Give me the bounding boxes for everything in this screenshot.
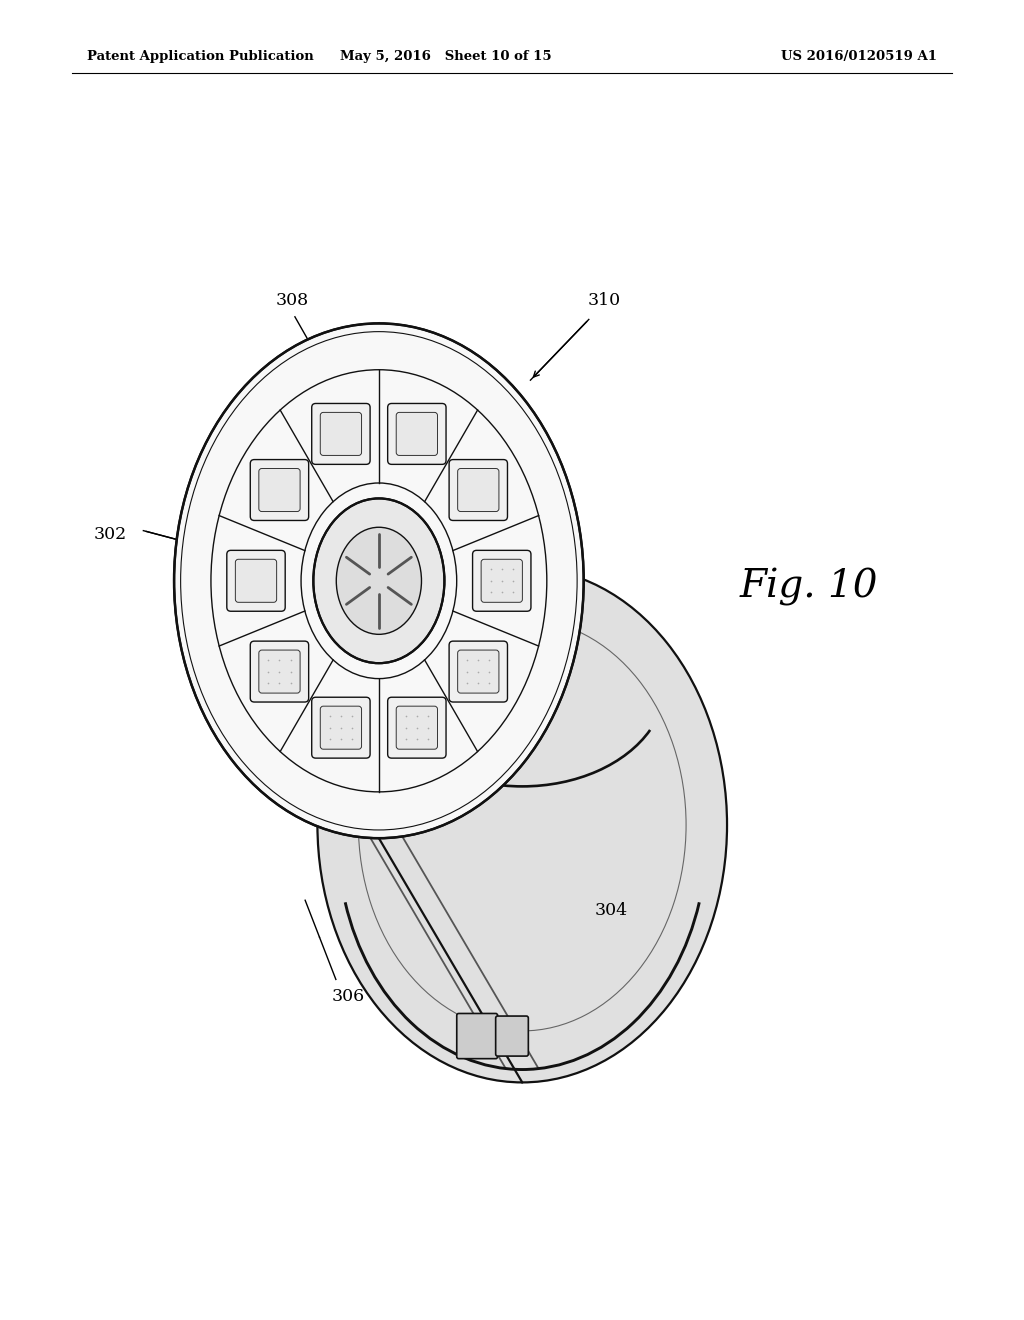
Polygon shape bbox=[174, 323, 727, 825]
FancyBboxPatch shape bbox=[458, 649, 499, 693]
FancyBboxPatch shape bbox=[458, 469, 499, 512]
FancyBboxPatch shape bbox=[259, 469, 300, 512]
FancyBboxPatch shape bbox=[311, 404, 370, 465]
FancyBboxPatch shape bbox=[457, 1014, 498, 1059]
Text: US 2016/0120519 A1: US 2016/0120519 A1 bbox=[781, 50, 937, 63]
FancyBboxPatch shape bbox=[250, 459, 308, 520]
Text: 304: 304 bbox=[595, 903, 628, 919]
FancyBboxPatch shape bbox=[259, 649, 300, 693]
FancyBboxPatch shape bbox=[496, 1016, 528, 1056]
FancyBboxPatch shape bbox=[388, 404, 446, 465]
Polygon shape bbox=[174, 581, 727, 1082]
FancyBboxPatch shape bbox=[236, 560, 276, 602]
FancyBboxPatch shape bbox=[481, 560, 522, 602]
FancyBboxPatch shape bbox=[450, 642, 508, 702]
Text: 306: 306 bbox=[332, 989, 365, 1005]
Text: Patent Application Publication: Patent Application Publication bbox=[87, 50, 313, 63]
Text: 310: 310 bbox=[588, 293, 621, 309]
FancyBboxPatch shape bbox=[226, 550, 286, 611]
FancyBboxPatch shape bbox=[250, 642, 308, 702]
Text: Fig. 10: Fig. 10 bbox=[739, 569, 879, 606]
Polygon shape bbox=[317, 568, 727, 1082]
Text: May 5, 2016   Sheet 10 of 15: May 5, 2016 Sheet 10 of 15 bbox=[340, 50, 551, 63]
FancyBboxPatch shape bbox=[396, 412, 437, 455]
Text: 302: 302 bbox=[94, 527, 127, 543]
FancyBboxPatch shape bbox=[396, 706, 437, 750]
FancyBboxPatch shape bbox=[450, 459, 508, 520]
FancyBboxPatch shape bbox=[388, 697, 446, 758]
FancyBboxPatch shape bbox=[321, 706, 361, 750]
Polygon shape bbox=[174, 323, 584, 838]
Ellipse shape bbox=[336, 527, 422, 635]
Ellipse shape bbox=[313, 499, 444, 663]
FancyBboxPatch shape bbox=[311, 697, 370, 758]
Text: 308: 308 bbox=[275, 293, 308, 309]
FancyBboxPatch shape bbox=[472, 550, 531, 611]
FancyBboxPatch shape bbox=[321, 412, 361, 455]
